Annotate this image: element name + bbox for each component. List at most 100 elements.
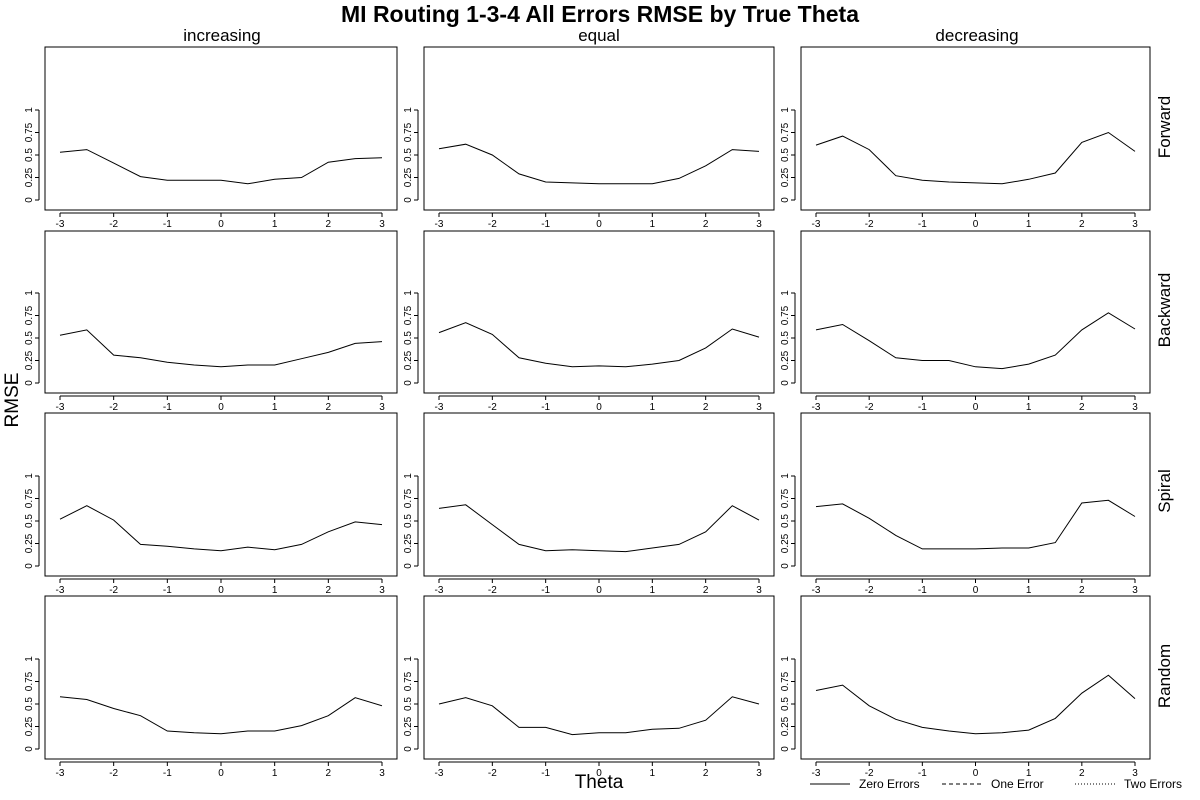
x-tick-label: -3 bbox=[812, 219, 821, 230]
y-tick-label: 0 bbox=[24, 746, 35, 752]
y-tick-label: 0.5 bbox=[24, 697, 35, 711]
legend-label-one-error: One Error bbox=[991, 777, 1044, 791]
x-tick-label: 3 bbox=[379, 402, 385, 413]
x-tick-label: 2 bbox=[1079, 768, 1085, 779]
x-tick-label: 1 bbox=[272, 768, 278, 779]
y-tick-label: 0.75 bbox=[24, 122, 35, 142]
y-tick-label: 0.75 bbox=[24, 671, 35, 691]
y-tick-label: 0.25 bbox=[24, 167, 35, 187]
x-tick-label: 3 bbox=[756, 768, 762, 779]
x-tick-label: 0 bbox=[973, 219, 979, 230]
y-tick-label: 1 bbox=[780, 107, 791, 113]
panel-forward-decreasing: -3 -2 -1 0 1 2 3 0 0.25 0.5 0.75 1 bbox=[780, 46, 1151, 230]
panel-frame bbox=[800, 46, 1151, 211]
x-tick-label: -1 bbox=[541, 402, 550, 413]
y-tick-label: 0.5 bbox=[403, 148, 414, 162]
y-tick-label: 0 bbox=[24, 563, 35, 569]
panel-spiral-increasing: -3 -2 -1 0 1 2 3 0 0.25 0.5 0.75 1 bbox=[24, 412, 398, 596]
x-tick-label: 0 bbox=[596, 768, 602, 779]
x-tick-label: -3 bbox=[435, 219, 444, 230]
series-line-zero-errors bbox=[815, 499, 1136, 550]
legend-label-zero-errors: Zero Errors bbox=[859, 777, 920, 791]
y-tick-label: 0.75 bbox=[403, 671, 414, 691]
x-tick-label: -2 bbox=[109, 219, 118, 230]
column-label-increasing: increasing bbox=[183, 26, 261, 45]
x-tick-label: -1 bbox=[918, 585, 927, 596]
x-tick-label: 3 bbox=[756, 219, 762, 230]
y-tick-label: 0 bbox=[24, 380, 35, 386]
x-tick-label: -2 bbox=[109, 402, 118, 413]
y-tick-label: 0 bbox=[403, 563, 414, 569]
y-tick-label: 0.5 bbox=[24, 148, 35, 162]
y-tick-label: 1 bbox=[24, 290, 35, 296]
y-tick-label: 0.25 bbox=[403, 716, 414, 736]
y-tick-label: 1 bbox=[780, 290, 791, 296]
y-tick-label: 0.25 bbox=[780, 716, 791, 736]
chart-title: MI Routing 1-3-4 All Errors RMSE by True… bbox=[341, 1, 859, 27]
panel-forward-equal: -3 -2 -1 0 1 2 3 0 0.25 0.5 0.75 1 bbox=[403, 46, 775, 230]
x-tick-label: -2 bbox=[865, 768, 874, 779]
x-tick-label: -3 bbox=[56, 585, 65, 596]
y-tick-label: 0.75 bbox=[780, 488, 791, 508]
series-line-zero-errors bbox=[59, 329, 383, 368]
series-line-zero-errors bbox=[59, 505, 383, 552]
x-tick-label: -1 bbox=[163, 219, 172, 230]
x-tick-label: 3 bbox=[379, 219, 385, 230]
series-line-zero-errors bbox=[815, 674, 1136, 735]
y-tick-label: 0.75 bbox=[780, 122, 791, 142]
x-tick-label: 3 bbox=[756, 402, 762, 413]
x-tick-label: -2 bbox=[865, 219, 874, 230]
panel-random-increasing: -3 -2 -1 0 1 2 3 0 0.25 0.5 0.75 1 bbox=[24, 595, 398, 779]
panel-backward-equal: -3 -2 -1 0 1 2 3 0 0.25 0.5 0.75 1 bbox=[403, 230, 775, 413]
series-line-zero-errors bbox=[815, 131, 1136, 185]
y-tick-label: 0.5 bbox=[780, 148, 791, 162]
y-tick-label: 1 bbox=[24, 656, 35, 662]
x-tick-label: 1 bbox=[1026, 219, 1032, 230]
y-tick-label: 0.25 bbox=[403, 533, 414, 553]
x-tick-label: -2 bbox=[488, 402, 497, 413]
panel-frame bbox=[423, 230, 775, 394]
x-tick-label: 0 bbox=[973, 585, 979, 596]
x-tick-label: 1 bbox=[650, 219, 656, 230]
x-tick-label: 0 bbox=[218, 219, 224, 230]
series-line-zero-errors bbox=[438, 504, 760, 553]
x-tick-label: 3 bbox=[379, 768, 385, 779]
x-tick-label: 3 bbox=[1132, 585, 1138, 596]
x-tick-label: 1 bbox=[650, 768, 656, 779]
y-tick-label: 0.5 bbox=[24, 331, 35, 345]
y-tick-label: 0.25 bbox=[403, 167, 414, 187]
x-tick-label: -1 bbox=[163, 585, 172, 596]
panel-frame bbox=[44, 595, 398, 760]
column-label-decreasing: decreasing bbox=[935, 26, 1018, 45]
x-axis-title: Theta bbox=[575, 772, 624, 793]
y-tick-label: 0 bbox=[24, 197, 35, 203]
panel-backward-decreasing: -3 -2 -1 0 1 2 3 0 0.25 0.5 0.75 1 bbox=[780, 230, 1151, 413]
x-tick-label: -3 bbox=[812, 768, 821, 779]
row-label-spiral: Spiral bbox=[1155, 469, 1174, 512]
x-tick-label: 2 bbox=[703, 768, 709, 779]
y-tick-label: 0.25 bbox=[403, 350, 414, 370]
x-tick-label: 1 bbox=[1026, 585, 1032, 596]
row-label-random: Random bbox=[1155, 644, 1174, 708]
row-label-backward: Backward bbox=[1155, 273, 1174, 348]
x-tick-label: -2 bbox=[488, 219, 497, 230]
panel-spiral-equal: -3 -2 -1 0 1 2 3 0 0.25 0.5 0.75 1 bbox=[403, 412, 775, 596]
panel-frame bbox=[423, 412, 775, 577]
y-tick-label: 0.25 bbox=[24, 533, 35, 553]
x-tick-label: -3 bbox=[435, 402, 444, 413]
x-tick-label: -1 bbox=[541, 219, 550, 230]
x-tick-label: -1 bbox=[918, 402, 927, 413]
y-tick-label: 0 bbox=[780, 197, 791, 203]
y-tick-label: 0.75 bbox=[780, 671, 791, 691]
x-tick-label: 3 bbox=[1132, 219, 1138, 230]
y-tick-label: 0.5 bbox=[780, 697, 791, 711]
y-tick-label: 0.75 bbox=[780, 305, 791, 325]
panel-grid: -3 -2 -1 0 1 2 3 0 0.25 0.5 0.75 1 -3 -2 -1 0 1 2 3 0 0.25 0.… bbox=[24, 46, 1151, 779]
y-tick-label: 0.5 bbox=[403, 514, 414, 528]
series-line-zero-errors bbox=[438, 696, 760, 736]
y-tick-label: 0 bbox=[780, 380, 791, 386]
x-tick-label: 2 bbox=[326, 768, 332, 779]
y-tick-label: 1 bbox=[403, 290, 414, 296]
series-line-zero-errors bbox=[438, 322, 760, 368]
